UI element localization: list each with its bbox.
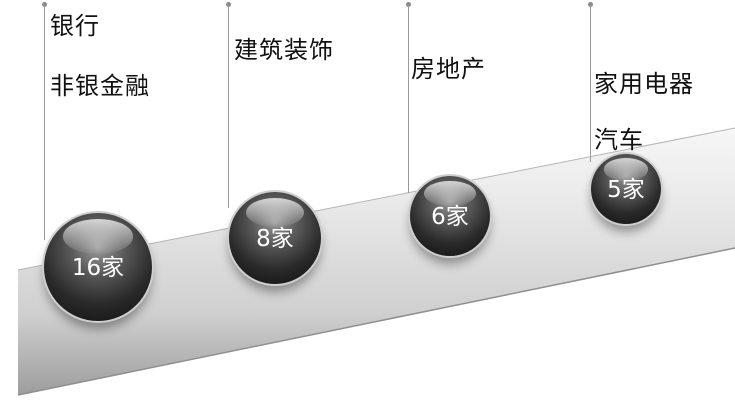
guide-line xyxy=(44,5,45,240)
count-orb: 5家 xyxy=(591,154,661,224)
guide-line-cap xyxy=(42,2,47,7)
company-count: 16家 xyxy=(71,255,125,281)
guide-line xyxy=(590,5,591,162)
company-count: 8家 xyxy=(256,226,294,252)
guide-line xyxy=(228,5,229,208)
industry-label: 汽车 xyxy=(594,126,644,154)
industry-label: 家用电器 xyxy=(594,70,694,98)
company-count: 5家 xyxy=(607,177,645,203)
guide-line xyxy=(408,5,409,193)
industry-label: 非银金融 xyxy=(50,72,150,100)
count-orb: 8家 xyxy=(229,192,321,284)
count-orb: 6家 xyxy=(410,176,490,256)
industry-label: 房地产 xyxy=(411,55,486,83)
industry-label: 银行 xyxy=(50,12,100,40)
company-count: 6家 xyxy=(431,204,469,230)
count-orb: 16家 xyxy=(44,213,152,321)
guide-line-cap xyxy=(406,2,411,7)
guide-line-cap xyxy=(588,2,593,7)
industry-label: 建筑装饰 xyxy=(234,36,334,64)
guide-line-cap xyxy=(226,2,231,7)
